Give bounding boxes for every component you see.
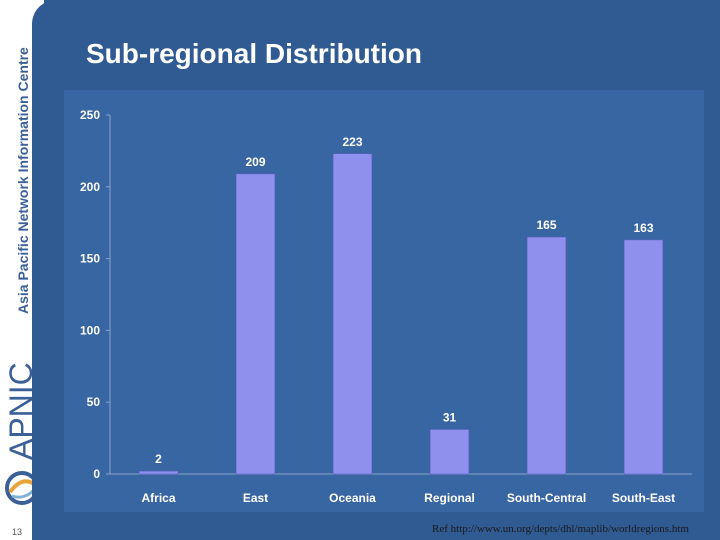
y-tick-label: 200	[80, 180, 100, 194]
data-label: 2	[155, 452, 162, 466]
page-title: Sub-regional Distribution	[86, 38, 422, 69]
y-tick-label: 250	[80, 108, 100, 122]
x-tick-label: Regional	[424, 491, 475, 505]
slide-number: 13	[12, 527, 23, 537]
y-tick-label: 50	[87, 395, 101, 409]
data-label: 163	[633, 221, 653, 235]
plot-area	[64, 90, 704, 512]
bar	[526, 236, 567, 475]
organization-name: Asia Pacific Network Information Centre	[15, 47, 31, 314]
x-tick-label: South-Central	[507, 491, 586, 505]
data-label: 223	[342, 135, 362, 149]
y-tick-label: 150	[80, 252, 100, 266]
y-tick-label: 100	[80, 323, 100, 337]
x-tick-label: East	[243, 491, 268, 505]
x-tick-label: Africa	[141, 491, 175, 505]
organization-name-text: Asia Pacific Network Information Centre	[15, 47, 31, 314]
bar	[235, 173, 276, 475]
data-label: 165	[536, 218, 556, 232]
bar	[429, 429, 470, 475]
bar	[332, 153, 373, 475]
x-tick-label: South-East	[612, 491, 675, 505]
data-label: 209	[245, 155, 265, 169]
x-tick-label: Oceania	[329, 491, 376, 505]
y-tick-label: 0	[93, 467, 100, 481]
bar	[138, 470, 179, 475]
bar	[623, 239, 664, 475]
reference-footnote: Ref http://www.un.org/depts/dhl/maplib/w…	[432, 523, 689, 535]
data-label: 31	[443, 410, 457, 424]
